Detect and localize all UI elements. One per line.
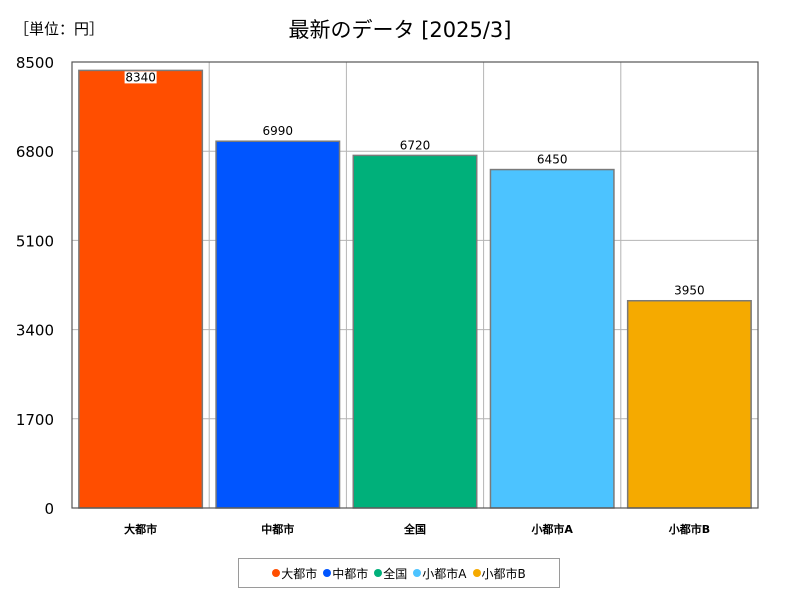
data-label: 3950 (674, 284, 705, 298)
legend-label: 大都市 (281, 566, 318, 581)
unit-label: ［単位：円］ (14, 20, 105, 38)
y-tick-label: 0 (44, 500, 54, 518)
y-tick-label: 6800 (16, 143, 54, 161)
bar (215, 140, 341, 509)
bar (352, 154, 478, 509)
data-label-background (124, 71, 157, 84)
bar (489, 168, 615, 509)
plot-border (71, 61, 759, 509)
legend-item: 全国 (374, 565, 407, 582)
legend-swatch (472, 569, 481, 577)
data-label: 6450 (537, 153, 568, 167)
y-tick-label: 8500 (16, 54, 54, 72)
legend-item: 小都市B (472, 565, 526, 582)
chart-legend: 大都市 中都市 全国 小都市A 小都市B (238, 558, 560, 588)
legend-label: 中都市 (332, 566, 369, 581)
chart-title: 最新のデータ [2025/3] (288, 18, 512, 42)
x-category-label: 小都市A (530, 522, 573, 536)
y-tick-label: 5100 (16, 232, 54, 250)
legend-label: 小都市B (481, 566, 526, 581)
bar (626, 299, 752, 509)
legend-label: 小都市A (422, 566, 467, 581)
x-category-label: 全国 (403, 522, 426, 536)
legend-item: 大都市 (272, 565, 317, 582)
legend-swatch (374, 569, 383, 577)
legend-item: 小都市A (413, 565, 467, 582)
data-label: 8340 (125, 70, 156, 84)
legend-swatch (323, 569, 332, 577)
legend-swatch (272, 569, 281, 577)
data-label: 6720 (400, 138, 431, 152)
x-category-label: 中都市 (261, 522, 294, 536)
x-category-label: 小都市B (668, 522, 710, 536)
y-tick-label: 1700 (16, 411, 54, 429)
legend-swatch (413, 569, 422, 577)
legend-item: 中都市 (323, 565, 368, 582)
x-category-label: 大都市 (124, 522, 157, 536)
data-label: 6990 (263, 124, 294, 138)
legend-label: 全国 (383, 566, 408, 581)
y-tick-label: 3400 (16, 322, 54, 340)
bar (78, 69, 204, 509)
